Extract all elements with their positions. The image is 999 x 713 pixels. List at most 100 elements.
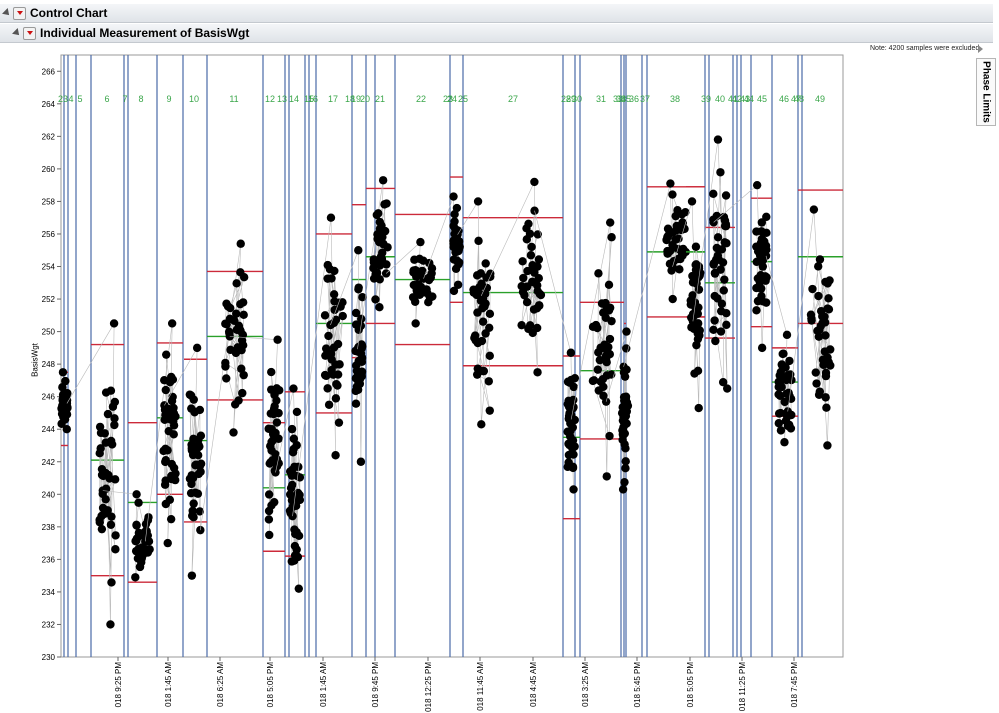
data-point xyxy=(410,297,420,306)
data-point xyxy=(187,479,196,489)
data-point xyxy=(752,180,762,190)
data-point xyxy=(717,299,727,308)
series-connector xyxy=(275,388,294,473)
phase-label: 13 xyxy=(277,94,287,104)
data-point xyxy=(809,205,819,214)
data-point xyxy=(288,480,297,490)
phase-label: 45 xyxy=(757,94,767,104)
phase-limits-tab[interactable]: Phase Limits xyxy=(976,58,996,126)
data-point xyxy=(782,330,792,340)
data-point xyxy=(686,296,695,305)
data-point xyxy=(567,375,576,385)
y-tick-label: 254 xyxy=(42,263,56,272)
data-point xyxy=(812,379,821,388)
data-point xyxy=(780,397,789,407)
phase-label: 49 xyxy=(815,94,825,104)
data-point xyxy=(451,264,461,274)
y-tick-label: 234 xyxy=(42,588,56,597)
data-point xyxy=(775,371,784,380)
data-point xyxy=(602,472,611,481)
data-point xyxy=(375,237,384,246)
data-point xyxy=(292,545,301,554)
data-point xyxy=(814,390,824,399)
data-point xyxy=(599,382,608,392)
data-point xyxy=(57,405,67,414)
data-point xyxy=(814,332,824,341)
data-point xyxy=(239,272,249,282)
data-point xyxy=(533,368,542,377)
phase-label: 21 xyxy=(375,94,385,104)
note-arrow-icon[interactable] xyxy=(978,45,983,53)
series-connector xyxy=(534,210,572,353)
phase-label: 27 xyxy=(508,94,518,104)
data-point xyxy=(161,457,170,467)
series-connector xyxy=(672,201,693,267)
data-point xyxy=(752,227,761,236)
data-point xyxy=(239,310,248,320)
phase-label: 35 xyxy=(621,94,631,104)
data-point xyxy=(593,365,602,374)
data-point xyxy=(291,529,300,539)
outline-header-control-chart[interactable]: Control Chart xyxy=(0,4,993,23)
data-point xyxy=(373,230,382,239)
data-point xyxy=(719,286,728,295)
data-point xyxy=(714,255,724,265)
data-point xyxy=(354,285,363,294)
data-point xyxy=(620,420,629,430)
data-point xyxy=(778,362,787,372)
red-triangle-menu-icon[interactable] xyxy=(23,26,36,40)
data-point xyxy=(816,306,826,316)
phase-label: 15 xyxy=(304,94,314,104)
data-point xyxy=(518,257,527,266)
data-point xyxy=(774,377,783,387)
data-point xyxy=(757,292,766,301)
data-point xyxy=(107,512,116,521)
series-connector xyxy=(145,323,173,542)
data-point xyxy=(481,299,490,308)
data-point xyxy=(533,286,542,296)
data-point xyxy=(819,360,828,370)
data-point xyxy=(620,396,629,405)
series-connector xyxy=(385,241,421,274)
red-triangle-menu-icon[interactable] xyxy=(13,6,26,20)
data-point xyxy=(529,305,539,314)
data-point xyxy=(622,327,631,336)
data-point xyxy=(99,471,108,481)
data-point xyxy=(164,426,173,436)
phase-label: 31 xyxy=(596,94,606,104)
data-point xyxy=(471,336,480,345)
y-tick-label: 238 xyxy=(42,523,56,532)
data-point xyxy=(672,221,681,231)
series-connector xyxy=(330,250,359,326)
data-point xyxy=(453,230,462,239)
data-point xyxy=(192,460,201,470)
data-point xyxy=(523,266,532,276)
data-point xyxy=(234,396,243,405)
phase-label: 9 xyxy=(166,94,171,104)
data-point xyxy=(107,578,116,587)
series-connector xyxy=(164,347,198,406)
y-tick-label: 262 xyxy=(42,132,56,141)
data-point xyxy=(822,403,831,412)
phase-label: 11 xyxy=(229,94,238,104)
data-point xyxy=(331,394,341,403)
data-point xyxy=(762,298,771,307)
data-point xyxy=(821,393,830,402)
data-point xyxy=(162,350,171,359)
data-point xyxy=(195,507,204,516)
data-point xyxy=(111,545,120,554)
data-point xyxy=(287,424,297,434)
outline-header-individual-measurement[interactable]: Individual Measurement of BasisWgt xyxy=(0,24,993,43)
data-point xyxy=(569,485,578,494)
series-connector xyxy=(229,336,278,341)
data-point xyxy=(665,247,675,256)
data-point xyxy=(534,255,544,264)
data-point xyxy=(779,349,788,358)
data-point xyxy=(292,407,302,417)
series-connector xyxy=(623,183,671,367)
y-tick-label: 242 xyxy=(42,458,56,467)
phase-label: 28 xyxy=(561,94,571,104)
data-point xyxy=(757,343,767,353)
data-point xyxy=(675,265,684,274)
